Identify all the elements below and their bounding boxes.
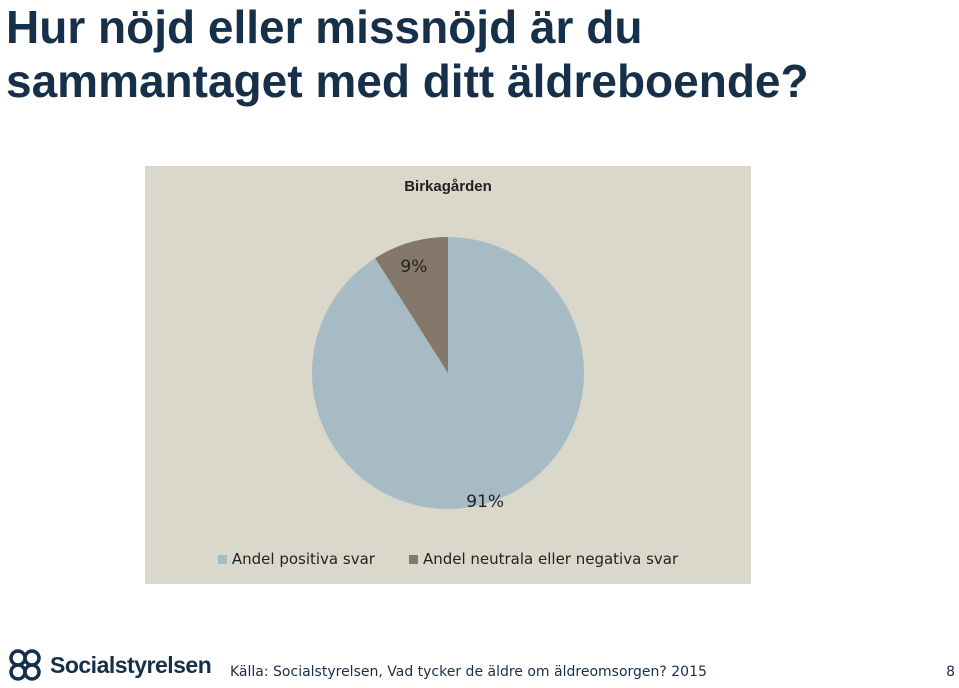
logo-mark-icon [9, 649, 41, 681]
legend-label-0: Andel positiva svar [231, 550, 375, 568]
slide-title: Hur nöjd eller missnöjd är du sammantage… [6, 1, 809, 107]
pie-label-1: 9% [400, 257, 427, 277]
legend: Andel positiva svar Andel neutrala eller … [145, 550, 751, 568]
page-number: 8 [946, 664, 955, 680]
socialstyrelsen-logo: Socialstyrelsen [8, 648, 212, 682]
chart-title: Birkagården [404, 178, 492, 195]
chart-area: Birkagården 91% 9% Andel positiva svar And… [145, 166, 751, 584]
legend-item-0: Andel positiva svar [217, 550, 375, 568]
pie-slice-1 [375, 237, 448, 373]
legend-swatch-1 [408, 554, 418, 564]
legend-item-1: Andel neutrala eller negativa svar [408, 550, 679, 568]
pie-chart: 91% 9% [312, 237, 584, 512]
legend-swatch-0 [217, 554, 227, 564]
logo-text: Socialstyrelsen [50, 651, 212, 678]
pie-label-0: 91% [466, 492, 504, 512]
source-note: Källa: Socialstyrelsen, Vad tycker de äl… [230, 664, 707, 680]
legend-label-1: Andel neutrala eller negativa svar [422, 550, 679, 568]
